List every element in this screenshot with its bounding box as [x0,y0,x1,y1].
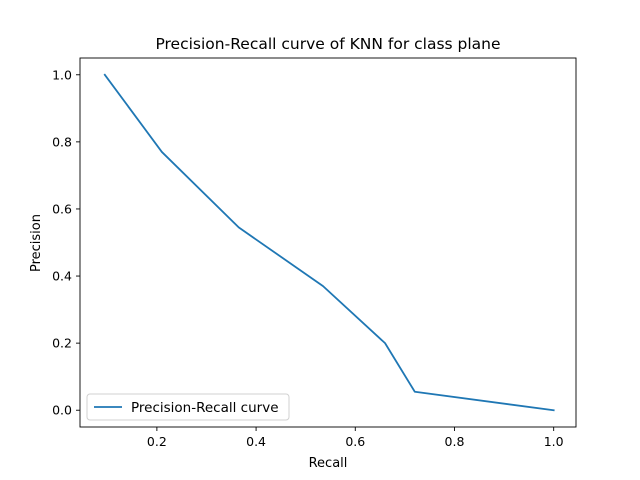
x-tick-label: 0.6 [345,434,365,449]
series-line-0 [103,73,555,412]
y-tick-label: 1.0 [52,67,72,82]
x-tick-label: 0.8 [445,434,465,449]
axes-frame [79,57,577,428]
x-tick-label: 1.0 [544,434,564,449]
x-axis-label: Recall [309,456,348,471]
y-tick-label: 0.4 [52,269,72,284]
legend-label: Precision-Recall curve [131,400,279,416]
plot-area: 0.2 0.4 0.6 0.8 1.0 0.0 0.2 0.4 0.6 0.8 1.0 [52,57,577,449]
y-axis-label: Precision [29,214,44,272]
x-tick-label: 0.2 [147,434,167,449]
legend-box [86,393,290,421]
chart-title: Precision-Recall curve of KNN for class … [155,35,500,53]
y-tick-label: 0.8 [52,134,72,149]
y-tick-label: 0.0 [52,403,72,418]
legend: Precision-Recall curve [86,393,290,421]
x-tick-label: 0.4 [246,434,266,449]
y-tick-label: 0.2 [52,336,72,351]
y-tick-label: 0.6 [52,201,72,216]
